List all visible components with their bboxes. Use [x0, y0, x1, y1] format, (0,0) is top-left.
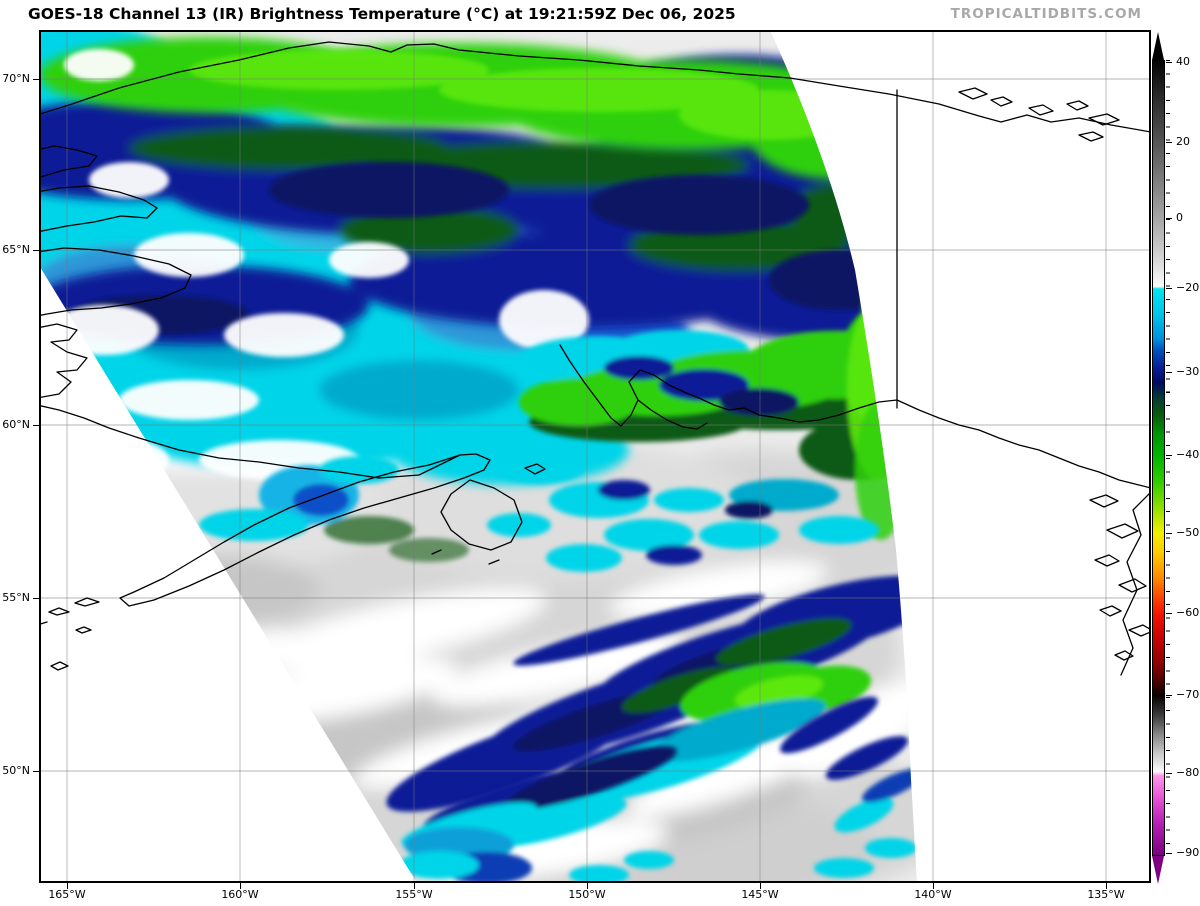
coastline-panhandle-islands: [1089, 494, 1151, 661]
page-title: GOES-18 Channel 13 (IR) Brightness Tempe…: [28, 5, 736, 23]
colorbar-arrow-up: [1152, 32, 1164, 60]
colorbar-label: −60: [1176, 606, 1200, 619]
y-axis-label: 50°N: [2, 764, 30, 777]
colorbar-label: −20: [1176, 281, 1200, 294]
x-axis-label: 140°W: [914, 888, 952, 901]
colorbar-tick: [1166, 142, 1172, 143]
lower-streaks: [399, 696, 917, 883]
map-plot-area: [39, 30, 1151, 883]
plot-border: [39, 30, 1151, 883]
x-axis-tick: [1106, 883, 1107, 889]
colorbar-tick: [1166, 288, 1172, 289]
colorbar-arrow-down: [1152, 856, 1164, 884]
colorbar-label: −40: [1176, 448, 1200, 461]
y-axis-tick: [33, 425, 39, 426]
coastline-alaska-peninsula: [119, 453, 491, 607]
y-axis-tick: [33, 250, 39, 251]
y-axis-label: 70°N: [2, 72, 30, 85]
satellite-map-svg: [39, 30, 1151, 883]
colorbar-label: 20: [1176, 135, 1190, 148]
x-axis-tick: [587, 883, 588, 889]
colorbar-tick: [1166, 695, 1172, 696]
coastline-kenai-detail: [637, 399, 708, 430]
x-axis-tick: [67, 883, 68, 889]
coastline-mackenzie-islands: [958, 87, 1120, 142]
y-axis-label: 55°N: [2, 591, 30, 604]
x-axis-label: 145°W: [741, 888, 779, 901]
x-axis-label: 150°W: [568, 888, 606, 901]
y-axis-label: 65°N: [2, 243, 30, 256]
coastline-bristol-bay: [39, 404, 461, 479]
x-axis-label: 135°W: [1087, 888, 1125, 901]
colorbar-tick: [1166, 218, 1172, 219]
coastline-kodiak: [431, 463, 546, 565]
x-axis-tick: [240, 883, 241, 889]
coastline-aleutian-islands: [39, 597, 100, 671]
graticule: [39, 30, 1151, 883]
x-axis-label: 165°W: [48, 888, 86, 901]
y-axis-tick: [33, 598, 39, 599]
colorbar-label: −70: [1176, 688, 1200, 701]
colorbar: [1152, 60, 1165, 856]
colorbar-label: −90: [1176, 846, 1200, 859]
satellite-data-swath: [39, 30, 917, 883]
x-axis-tick: [933, 883, 934, 889]
coastline-cook-inlet-gulf: [559, 344, 1151, 489]
x-axis-tick: [414, 883, 415, 889]
colorbar-tick: [1166, 62, 1172, 63]
colorbar-minor-ticks: [1166, 60, 1170, 856]
colorbar-label: 40: [1176, 55, 1190, 68]
coastline-yk-delta: [39, 247, 192, 317]
y-axis-tick: [33, 79, 39, 80]
colorbar-label: 0: [1176, 211, 1183, 224]
x-axis-label: 160°W: [221, 888, 259, 901]
x-axis-label: 155°W: [395, 888, 433, 901]
x-axis-tick: [760, 883, 761, 889]
colorbar-tick: [1166, 533, 1172, 534]
coastline-kuskokwim: [39, 323, 88, 399]
colorbar-tick: [1166, 853, 1172, 854]
colorbar-tick: [1166, 773, 1172, 774]
colorbar-label: −80: [1176, 766, 1200, 779]
coastlines: [39, 41, 1151, 676]
y-axis-tick: [33, 771, 39, 772]
colorbar-label: −30: [1176, 365, 1200, 378]
coastline-panhandle-mainland: [1120, 491, 1151, 676]
colorbar-tick: [1166, 613, 1172, 614]
coastline-seward-peninsula: [39, 145, 98, 179]
watermark: TROPICALTIDBITS.COM: [950, 6, 1142, 22]
y-axis-label: 60°N: [2, 418, 30, 431]
coastline-norton-sound: [39, 185, 158, 233]
coastline-arctic: [39, 41, 1151, 133]
colorbar-label: −50: [1176, 526, 1200, 539]
colorbar-tick: [1166, 455, 1172, 456]
colorbar-tick: [1166, 372, 1172, 373]
